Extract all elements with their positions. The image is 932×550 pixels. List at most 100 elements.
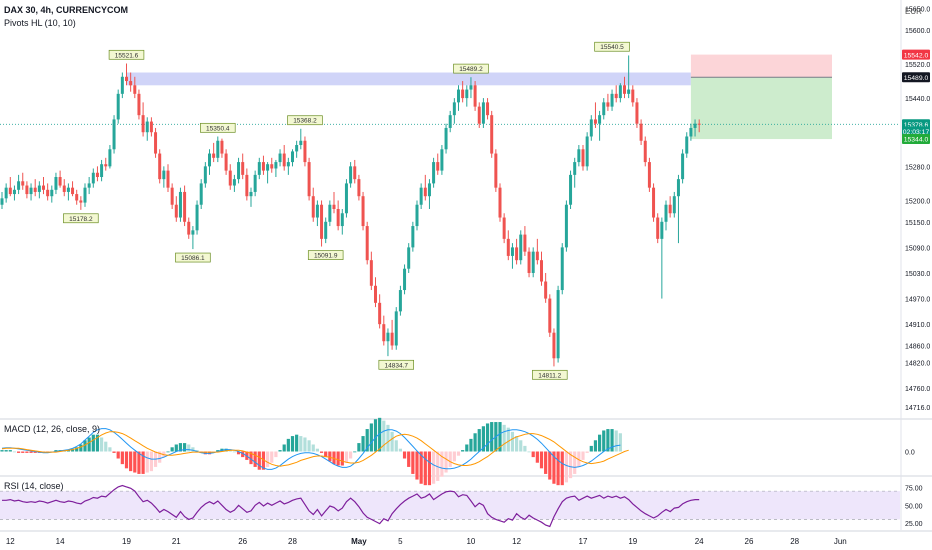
macd-histogram-bar (124, 451, 129, 469)
macd-histogram-bar (311, 444, 315, 452)
macd-histogram-bar (158, 451, 162, 463)
time-tick-label: 28 (288, 537, 297, 546)
pivot-label-text: 15489.2 (459, 66, 483, 73)
macd-histogram-bar (266, 451, 270, 467)
macd-histogram-bar (452, 451, 456, 462)
candle-body (506, 238, 510, 256)
candle-body (519, 234, 523, 261)
macd-histogram-bar (232, 451, 236, 453)
candle-body (411, 226, 415, 248)
candle-body (436, 162, 440, 171)
macd-histogram-bar (614, 430, 618, 452)
macd-histogram-bar (187, 444, 191, 452)
candle-body (120, 76, 124, 94)
macd-histogram-bar (394, 440, 398, 452)
macd-histogram-bar (436, 451, 440, 481)
candle-body (681, 153, 685, 180)
macd-legend[interactable]: MACD (12, 26, close, 9) (4, 424, 101, 434)
macd-axis-label: 0.0 (905, 450, 915, 457)
symbol-title[interactable]: DAX 30, 4h, CURRENCYCOM (4, 5, 129, 15)
price-tick-label: 15280.0 (905, 164, 930, 171)
macd-histogram-bar (54, 450, 58, 452)
macd-histogram-bar (477, 429, 481, 452)
candle-body (573, 162, 577, 175)
time-tick-label: 12 (6, 537, 15, 546)
candle-body (415, 204, 419, 227)
drawing-zones (126, 54, 832, 140)
candle-body (315, 204, 319, 218)
price-badge (902, 72, 930, 83)
candle-body (216, 140, 220, 158)
candle-body (29, 187, 33, 195)
candle-body (523, 234, 527, 252)
macd-histogram-bar (87, 437, 91, 452)
candle-body (58, 177, 62, 186)
indicator-legend[interactable]: Pivots HL (10, 10) (4, 18, 76, 28)
candle-body (79, 200, 83, 203)
candle-body (490, 115, 494, 154)
macd-histogram-bar (610, 429, 614, 452)
macd-histogram-bar (473, 433, 477, 452)
pivot-label-box (200, 122, 236, 133)
pivot-label-text: 14834.7 (385, 362, 409, 369)
price-badge-text: 15489.0 (904, 75, 929, 82)
candle-body (191, 230, 195, 235)
candle-body (535, 251, 539, 261)
time-tick-label: 19 (628, 537, 637, 546)
macd-histogram-bar (427, 451, 432, 486)
macd-histogram-bar (535, 451, 539, 463)
candle-body (158, 153, 162, 180)
macd-histogram-bar (398, 448, 402, 452)
candle-body (154, 132, 158, 154)
macd-histogram-bar (25, 451, 29, 453)
candle-body (87, 183, 91, 188)
candle-body (95, 172, 99, 178)
macd-histogram-bar (618, 433, 622, 452)
signal-line (1, 431, 629, 467)
macd-histogram-bar (548, 451, 552, 480)
rsi-legend[interactable]: RSI (14, close) (4, 481, 64, 491)
macd-histogram-bar (560, 451, 564, 486)
candle-body (556, 290, 560, 359)
rsi-pane: 75.00 50.00 25.00 (0, 484, 923, 528)
pivot-label-box (108, 49, 145, 60)
candle-body (104, 164, 108, 167)
candle-body (676, 179, 680, 197)
candle-body (606, 102, 610, 107)
candle-body (618, 85, 622, 99)
macd-histogram-bar (91, 434, 95, 452)
macd-histogram-bar (178, 443, 183, 452)
candle-body (374, 285, 377, 303)
candle-body (423, 187, 427, 197)
candle-body (0, 198, 4, 205)
candle-body (178, 191, 182, 218)
candle-body (685, 136, 689, 154)
macd-histogram-bar (519, 440, 523, 452)
candles (0, 55, 701, 367)
candle-body (510, 247, 514, 256)
time-tick-label: 5 (398, 537, 403, 546)
candle-body (643, 140, 647, 163)
time-axis[interactable]: 12 14 19 21 26 28 May 5 10 12 17 19 24 26 28 Jun (6, 537, 847, 546)
candle-body (647, 162, 651, 188)
macd-histogram-bar (340, 451, 344, 466)
macd-histogram-bar (183, 443, 187, 452)
candle-body (569, 174, 573, 205)
macd-histogram-bar (33, 451, 37, 453)
pivot-label: 15489.2 (453, 63, 489, 74)
macd-histogram-bar (12, 451, 17, 453)
macd-histogram-bar (133, 451, 137, 473)
candle-body (183, 191, 187, 222)
pivot-label: 15540.5 (594, 41, 630, 52)
macd-histogram-bar (402, 451, 407, 459)
price-tick-label: 15090.0 (905, 245, 930, 252)
candle-body (141, 115, 145, 133)
price-axis[interactable]: 15650.015600.015520.015440.015360.015280… (905, 7, 930, 412)
stop-loss-zone (690, 54, 832, 78)
price-tick-label: 15200.0 (905, 198, 930, 205)
macd-histogram-bar (29, 451, 33, 453)
price-badge (902, 49, 930, 60)
price-badge-text: 15378.6 (904, 122, 929, 129)
macd-histogram-bar (490, 422, 494, 452)
